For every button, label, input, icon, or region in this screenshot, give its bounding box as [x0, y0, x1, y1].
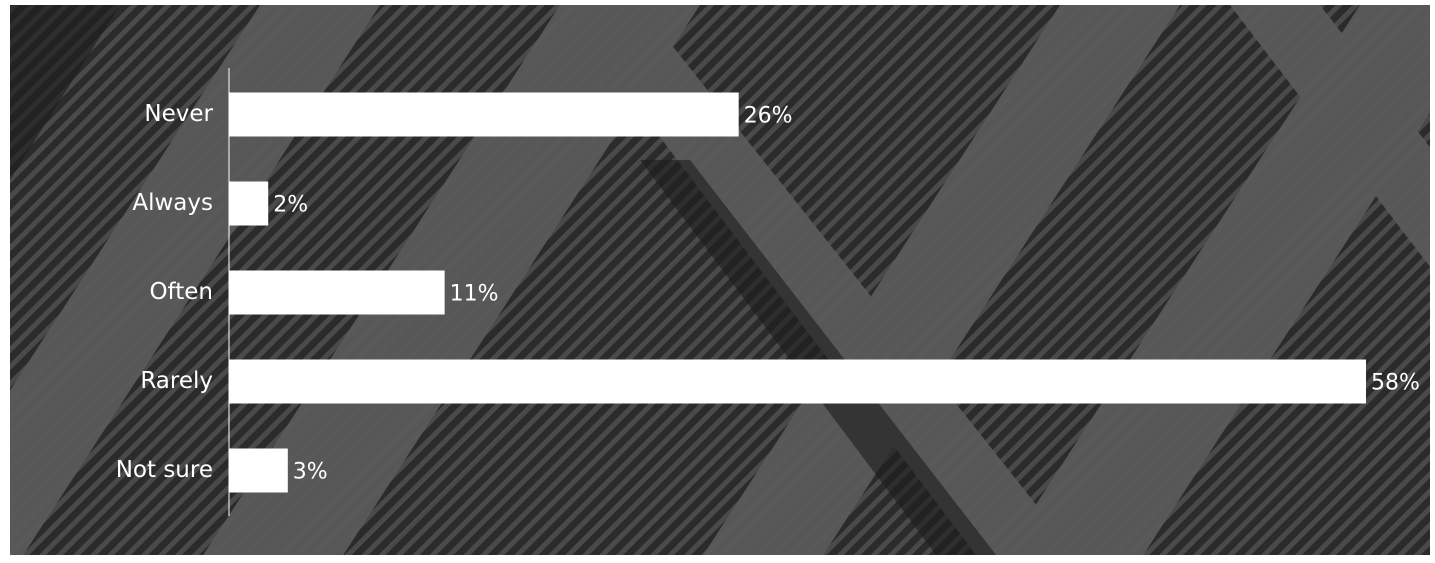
category-label: Never [144, 101, 213, 127]
bar [229, 270, 445, 315]
value-label: 58% [1371, 371, 1420, 396]
value-label: 26% [744, 104, 793, 129]
value-label: 2% [273, 193, 308, 218]
background [10, 5, 1430, 555]
bar [229, 92, 739, 137]
value-label: 11% [450, 282, 499, 307]
category-label: Often [149, 279, 213, 305]
category-label: Rarely [140, 368, 213, 394]
category-label: Always [132, 190, 213, 216]
bar [229, 448, 288, 493]
category-label: Not sure [116, 457, 213, 483]
bar [229, 181, 269, 226]
bar [229, 359, 1366, 404]
value-label: 3% [293, 460, 328, 485]
